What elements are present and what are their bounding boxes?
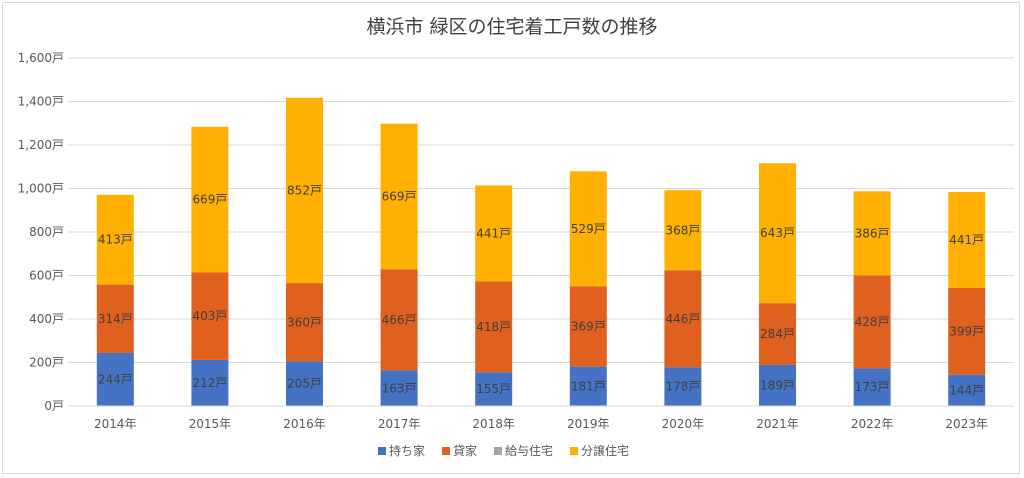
bar-segment <box>759 364 796 406</box>
bar-segment <box>759 303 796 365</box>
bar-segment <box>286 361 323 406</box>
x-tick-label: 2014年 <box>94 417 137 431</box>
x-tick-label: 2019年 <box>567 417 610 431</box>
x-tick-label: 2022年 <box>851 417 894 431</box>
x-tick-label: 2023年 <box>945 417 988 431</box>
bar-segment <box>96 352 134 406</box>
data-label: 163戸 <box>382 381 417 395</box>
data-label: 314戸 <box>98 312 133 326</box>
data-label: 173戸 <box>855 380 890 394</box>
data-labels: 244戸 314戸 413戸 212戸 403戸 669戸 205戸 360戸 852戸 163戸… <box>98 183 984 397</box>
bar-segment <box>853 275 891 369</box>
y-tick-label: 1,200戸 <box>18 138 64 152</box>
data-label: 669戸 <box>192 192 227 206</box>
data-label: 529戸 <box>571 222 606 236</box>
bar-segment <box>853 191 891 276</box>
legend-swatch <box>570 447 578 455</box>
data-label: 441戸 <box>476 226 511 240</box>
bar-segment <box>853 368 891 406</box>
legend: 持ち家 貸家 給与住宅 分譲住宅 <box>378 443 629 458</box>
bar-segment <box>664 190 702 271</box>
legend-swatch <box>442 447 450 455</box>
data-label: 669戸 <box>382 189 417 203</box>
x-tick-label: 2021年 <box>756 417 799 431</box>
bar-segment <box>475 185 513 282</box>
bars <box>96 97 986 406</box>
bar-segment <box>380 370 418 406</box>
data-label: 446戸 <box>665 312 700 326</box>
bar-segment <box>664 367 702 406</box>
legend-label: 貸家 <box>453 443 477 458</box>
bar-segment <box>380 269 418 371</box>
legend-label: 給与住宅 <box>505 443 553 458</box>
bar-segment <box>569 171 607 287</box>
y-tick-label: 600戸 <box>29 269 64 283</box>
data-label: 441戸 <box>949 233 984 247</box>
data-label: 428戸 <box>855 315 890 329</box>
bar-segment <box>475 372 513 406</box>
bar-segment <box>759 163 796 304</box>
y-tick-label: 0戸 <box>44 399 64 413</box>
bar-segment <box>96 194 134 285</box>
data-label: 418戸 <box>476 320 511 334</box>
bar-segment <box>191 126 229 273</box>
bar-segment <box>286 97 323 284</box>
legend-label: 分譲住宅 <box>581 443 629 458</box>
data-label: 205戸 <box>287 377 322 391</box>
y-tick-label: 1,600戸 <box>18 51 64 65</box>
bar-segment <box>96 284 134 353</box>
data-label: 181戸 <box>571 379 606 393</box>
x-tick-label: 2016年 <box>283 417 326 431</box>
x-tick-label: 2015年 <box>189 417 232 431</box>
data-label: 155戸 <box>476 382 511 396</box>
y-tick-label: 400戸 <box>29 312 64 326</box>
data-label: 386戸 <box>855 226 890 240</box>
axes: 0戸 200戸 400戸 600戸 800戸 1,000戸 1,200戸 1,400戸 1,60… <box>18 51 1014 431</box>
data-label: 360戸 <box>287 315 322 329</box>
data-label: 212戸 <box>192 376 227 390</box>
data-label: 178戸 <box>665 380 700 394</box>
bar-segment <box>191 272 229 360</box>
x-tick-label: 2020年 <box>662 417 705 431</box>
data-label: 144戸 <box>949 383 984 397</box>
data-label: 643戸 <box>760 226 795 240</box>
legend-label: 持ち家 <box>389 443 425 458</box>
y-tick-label: 800戸 <box>29 225 64 239</box>
data-label: 244戸 <box>98 372 133 386</box>
bar-segment <box>286 283 323 362</box>
bar-segment <box>569 366 607 406</box>
data-label: 852戸 <box>287 183 322 197</box>
bar-segment <box>380 123 418 270</box>
data-label: 466戸 <box>382 313 417 327</box>
legend-swatch <box>494 447 502 455</box>
y-tick-label: 1,400戸 <box>18 95 64 109</box>
data-label: 399戸 <box>949 324 984 338</box>
x-tick-label: 2017年 <box>378 417 421 431</box>
bar-segment <box>948 191 986 288</box>
bar-segment <box>191 359 229 406</box>
bar-segment <box>948 287 986 375</box>
legend-swatch <box>378 447 386 455</box>
data-label: 368戸 <box>665 223 700 237</box>
bar-segment <box>948 374 986 406</box>
y-tick-label: 1,000戸 <box>18 182 64 196</box>
y-tick-label: 200戸 <box>29 356 64 370</box>
data-label: 413戸 <box>98 233 133 247</box>
data-label: 189戸 <box>760 378 795 392</box>
data-label: 284戸 <box>760 327 795 341</box>
x-tick-label: 2018年 <box>472 417 515 431</box>
chart-title: 横浜市 緑区の住宅着工戸数の推移 <box>366 16 658 38</box>
bar-segment <box>475 281 513 373</box>
bar-segment <box>664 270 702 368</box>
data-label: 369戸 <box>571 320 606 334</box>
data-label: 403戸 <box>192 309 227 323</box>
bar-segment <box>569 286 607 367</box>
